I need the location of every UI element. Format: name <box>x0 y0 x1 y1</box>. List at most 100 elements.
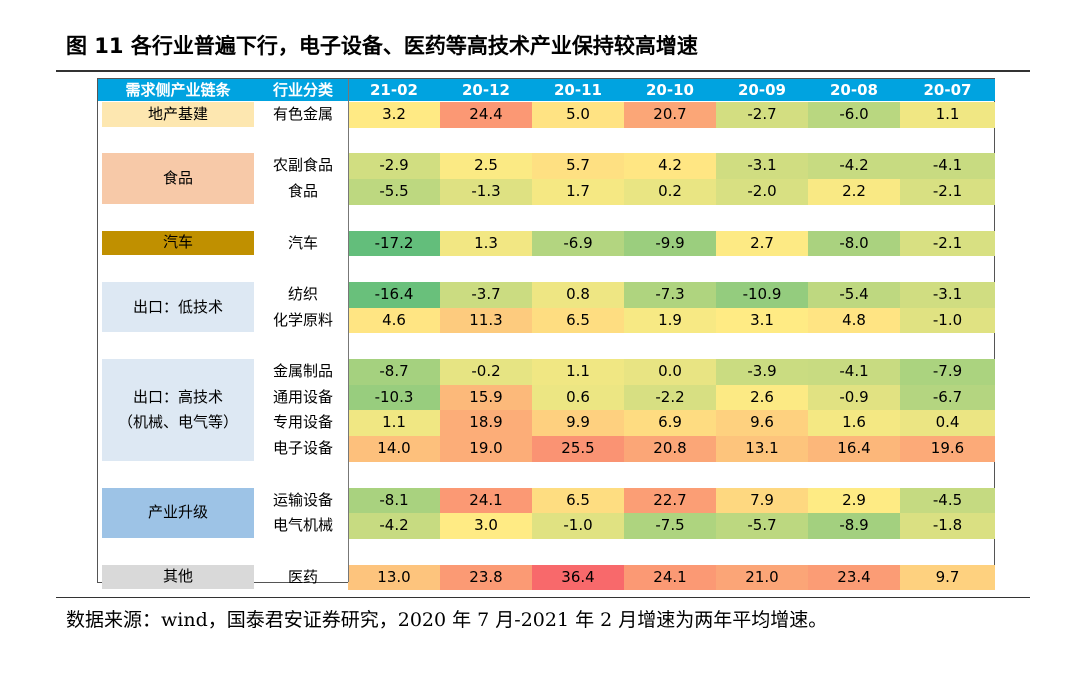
header-period: 20-07 <box>900 79 995 101</box>
heatmap-cell: -4.1 <box>900 153 995 180</box>
heatmap-cell: -7.9 <box>900 359 995 385</box>
heatmap-cell: 5.7 <box>532 153 624 180</box>
figure-title: 图 11 各行业普遍下行，电子设备、医药等高技术产业保持较高增速 <box>66 34 698 58</box>
heatmap-cell: -4.5 <box>900 487 995 514</box>
industry-label: 专用设备 <box>272 413 333 432</box>
heatmap-cell: 6.9 <box>624 410 716 437</box>
header-period: 20-12 <box>440 79 532 101</box>
industry-label: 医药 <box>287 567 318 586</box>
chain-label: 出口：高技术 （机械、电气等） <box>102 359 254 461</box>
heatmap-cell: 1.1 <box>900 102 995 128</box>
heatmap-cell: 13.1 <box>716 436 808 462</box>
heatmap-cell: -17.2 <box>348 230 440 257</box>
chain-label: 产业升级 <box>102 487 254 538</box>
chain-label: 出口：低技术 <box>102 281 254 333</box>
heatmap-table: 需求侧产业链条 行业分类 21-02 20-12 20-11 20-10 20-09 20-0… <box>97 78 995 591</box>
heatmap-cell: -7.5 <box>624 513 716 539</box>
chain-label: 食品 <box>102 153 254 204</box>
heatmap-cell: 1.7 <box>532 179 624 205</box>
heatmap-cell: 0.0 <box>624 359 716 385</box>
heatmap-cell: 20.8 <box>624 436 716 462</box>
heatmap-cell: -16.4 <box>348 281 440 308</box>
heatmap-cell: 19.0 <box>440 436 532 462</box>
heatmap-cell: 4.6 <box>348 307 440 334</box>
heatmap-cell: 1.1 <box>532 359 624 385</box>
heatmap-cell: 16.4 <box>808 436 900 462</box>
heatmap-cell: 7.9 <box>716 487 808 514</box>
heatmap-cell: 21.0 <box>716 564 808 591</box>
heatmap-cell: -2.0 <box>716 179 808 205</box>
heatmap-cell: 36.4 <box>532 564 624 591</box>
industry-label: 化学原料 <box>272 310 333 329</box>
heatmap-cell: 3.2 <box>348 102 440 128</box>
heatmap-cell: -8.9 <box>808 513 900 539</box>
heatmap-cell: 18.9 <box>440 410 532 437</box>
heatmap-cell: -8.1 <box>348 487 440 514</box>
header-period: 20-09 <box>716 79 808 101</box>
heatmap-cell: 25.5 <box>532 436 624 462</box>
heatmap-cell: -2.1 <box>900 230 995 257</box>
heatmap-cell: 24.1 <box>624 564 716 591</box>
heatmap-cell: -2.9 <box>348 153 440 180</box>
chain-label: 地产基建 <box>102 102 254 127</box>
column-divider <box>348 79 349 582</box>
top-rule <box>56 70 1030 72</box>
heatmap-cell: 9.6 <box>716 410 808 437</box>
heatmap-cell: 6.5 <box>532 307 624 334</box>
heatmap-cell: 23.4 <box>808 564 900 591</box>
header-period: 20-08 <box>808 79 900 101</box>
industry-label: 电气机械 <box>272 516 333 535</box>
heatmap-cell: 6.5 <box>532 487 624 514</box>
heatmap-cell: -3.1 <box>900 281 995 308</box>
header-chain: 需求侧产业链条 <box>98 79 258 101</box>
heatmap-cell: -3.9 <box>716 359 808 385</box>
heatmap-cell: -2.2 <box>624 384 716 411</box>
heatmap-cell: 2.7 <box>716 230 808 257</box>
heatmap-cell: 11.3 <box>440 307 532 334</box>
heatmap-cell: 3.0 <box>440 513 532 539</box>
header-period: 20-11 <box>532 79 624 101</box>
heatmap-cell: -2.7 <box>716 102 808 128</box>
heatmap-cell: 13.0 <box>348 564 440 591</box>
heatmap-cell: 1.6 <box>808 410 900 437</box>
heatmap-cell: -7.3 <box>624 281 716 308</box>
heatmap-cell: 2.2 <box>808 179 900 205</box>
heatmap-cell: -2.1 <box>900 179 995 205</box>
heatmap-cell: -4.2 <box>348 513 440 539</box>
heatmap-cell: -0.2 <box>440 359 532 385</box>
heatmap-cell: 9.7 <box>900 564 995 591</box>
heatmap-cell: 19.6 <box>900 436 995 462</box>
heatmap-cell: 0.6 <box>532 384 624 411</box>
industry-label: 电子设备 <box>272 439 333 458</box>
industry-label: 纺织 <box>287 284 318 303</box>
heatmap-cell: 0.2 <box>624 179 716 205</box>
heatmap-cell: 20.7 <box>624 102 716 128</box>
heatmap-cell: 24.1 <box>440 487 532 514</box>
header-period: 20-10 <box>624 79 716 101</box>
heatmap-cell: 1.9 <box>624 307 716 334</box>
heatmap-cell: 15.9 <box>440 384 532 411</box>
industry-label: 运输设备 <box>272 490 333 509</box>
heatmap-cell: 24.4 <box>440 102 532 128</box>
source-note: 数据来源：wind，国泰君安证券研究，2020 年 7 月-2021 年 2 月… <box>66 609 828 631</box>
industry-label: 金属制品 <box>272 362 333 380</box>
heatmap-cell: 22.7 <box>624 487 716 514</box>
industry-label: 食品 <box>287 182 318 201</box>
heatmap-cell: -5.5 <box>348 179 440 205</box>
heatmap-cell: -1.0 <box>532 513 624 539</box>
heatmap-cell: -10.9 <box>716 281 808 308</box>
heatmap-cell: 0.8 <box>532 281 624 308</box>
heatmap-cell: -6.9 <box>532 230 624 257</box>
bottom-rule <box>56 597 1030 598</box>
heatmap-cell: -10.3 <box>348 384 440 411</box>
heatmap-cell: -4.1 <box>808 359 900 385</box>
heatmap-cell: 2.9 <box>808 487 900 514</box>
heatmap-cell: -0.9 <box>808 384 900 411</box>
heatmap-cell: -4.2 <box>808 153 900 180</box>
heatmap-cell: 3.1 <box>716 307 808 334</box>
chain-label: 汽车 <box>102 230 254 256</box>
heatmap-cell: -1.3 <box>440 179 532 205</box>
heatmap-cell: 4.8 <box>808 307 900 334</box>
header-period: 21-02 <box>348 79 440 101</box>
heatmap-cell: -5.4 <box>808 281 900 308</box>
